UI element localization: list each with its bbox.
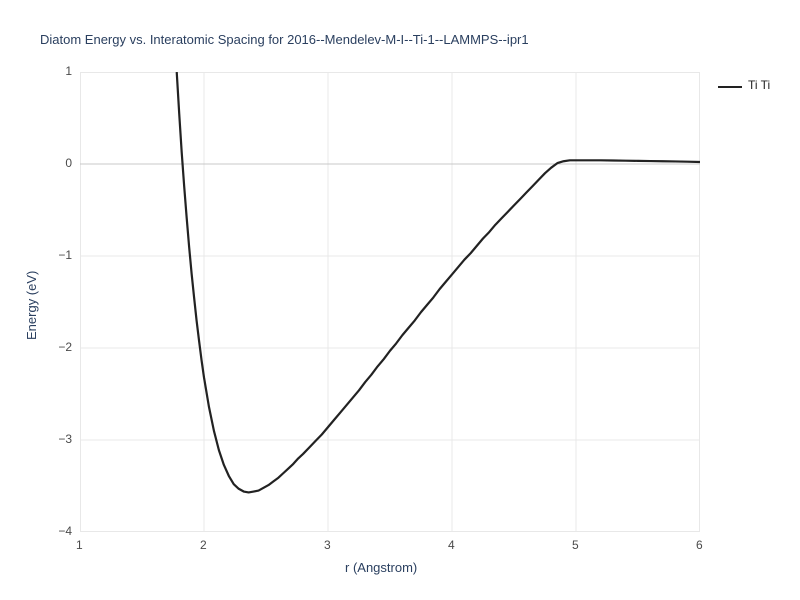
legend-label: Ti Ti: [748, 78, 770, 92]
x-tick: 3: [324, 538, 331, 552]
plot-area: [80, 72, 700, 532]
y-tick: −3: [42, 432, 72, 446]
x-tick: 6: [696, 538, 703, 552]
y-tick: −4: [42, 524, 72, 538]
y-axis-label: Energy (eV): [24, 271, 39, 340]
y-tick: 1: [42, 64, 72, 78]
x-tick: 4: [448, 538, 455, 552]
y-tick: −1: [42, 248, 72, 262]
x-tick: 5: [572, 538, 579, 552]
legend-swatch: [718, 86, 742, 88]
x-tick: 1: [76, 538, 83, 552]
y-tick: −2: [42, 340, 72, 354]
x-axis-label: r (Angstrom): [345, 560, 417, 575]
chart-title: Diatom Energy vs. Interatomic Spacing fo…: [40, 32, 529, 47]
x-tick: 2: [200, 538, 207, 552]
y-tick: 0: [42, 156, 72, 170]
